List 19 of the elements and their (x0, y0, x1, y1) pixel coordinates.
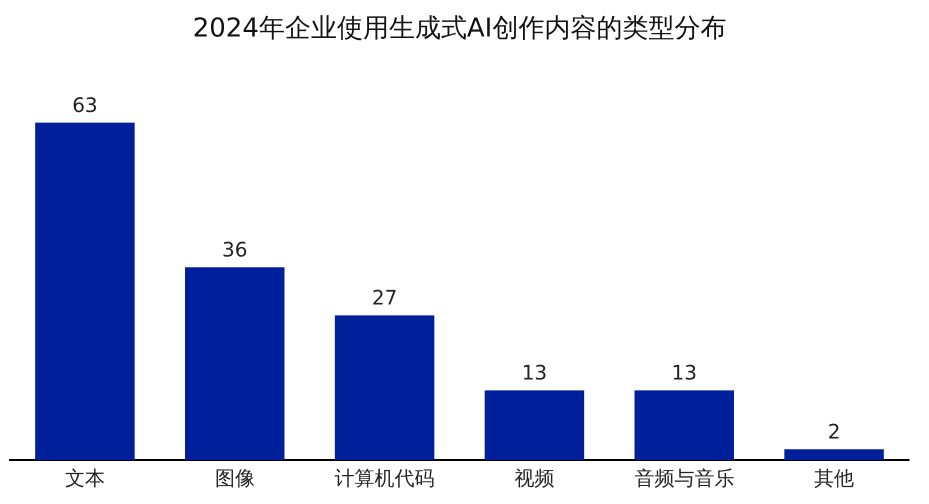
data-label: 63 (72, 92, 98, 117)
chart-title: 2024年企业使用生成式AI创作内容的类型分布 (192, 13, 726, 44)
x-tick-label: 图像 (214, 466, 255, 490)
bar (784, 449, 884, 460)
data-label: 36 (222, 237, 248, 262)
bar (334, 315, 434, 460)
x-tick-label: 视频 (514, 466, 554, 490)
bar (185, 267, 284, 460)
data-label: 2 (828, 419, 840, 444)
bar (484, 390, 584, 460)
data-label: 13 (522, 360, 548, 385)
x-tick-label: 音频与音乐 (634, 466, 734, 490)
data-label: 13 (672, 360, 697, 385)
bar (634, 390, 734, 460)
x-tick-label: 计算机代码 (334, 466, 435, 490)
data-label: 27 (372, 286, 398, 310)
x-tick-label: 其他 (814, 466, 854, 490)
x-tick-label: 文本 (64, 466, 105, 490)
bar (35, 122, 135, 460)
